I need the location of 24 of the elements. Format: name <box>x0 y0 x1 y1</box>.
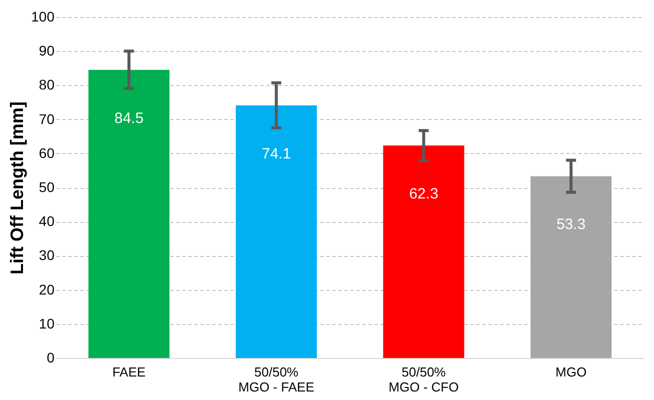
y-tick-label: 70 <box>38 110 55 127</box>
y-tick-label: 0 <box>46 350 55 366</box>
y-tick-label: 10 <box>38 315 55 332</box>
x-tick-label: 50/50% MGO - CFO <box>388 364 459 394</box>
data-label: 62.3 <box>409 186 438 203</box>
y-tick-label: 30 <box>38 247 55 264</box>
y-tick-label: 100 <box>31 8 55 24</box>
x-tick-label: FAEE <box>112 364 146 380</box>
data-label: 84.5 <box>114 110 144 127</box>
y-tick-label: 80 <box>38 76 55 93</box>
y-tick-label: 60 <box>38 144 55 161</box>
data-label: 74.1 <box>262 145 291 162</box>
data-label: 53.3 <box>556 216 586 234</box>
y-axis-title: Lift Off Length [mm] <box>7 102 28 274</box>
bar <box>88 70 170 358</box>
y-tick-label: 20 <box>38 281 55 298</box>
y-tick-label: 50 <box>38 179 55 195</box>
y-tick-label: 40 <box>38 213 55 230</box>
bar <box>530 176 612 358</box>
bar <box>236 105 317 358</box>
bar <box>383 146 464 358</box>
x-tick-label: 50/50% MGO - FAEE <box>238 364 315 394</box>
y-tick-label: 90 <box>38 42 55 59</box>
x-tick-label: MGO <box>556 364 587 380</box>
